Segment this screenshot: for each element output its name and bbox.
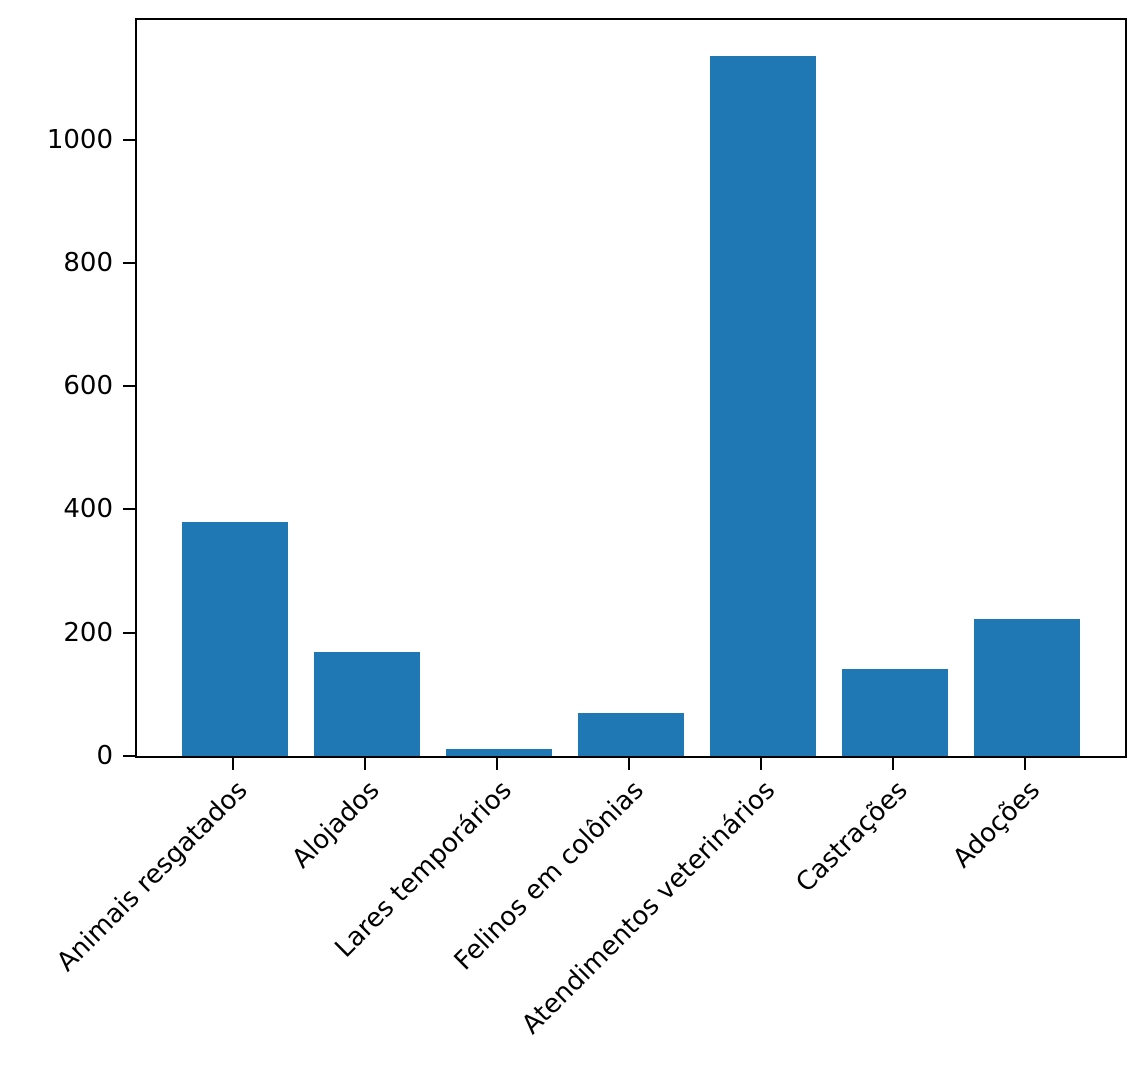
y-tick-mark bbox=[123, 632, 135, 634]
bar bbox=[182, 522, 288, 756]
x-tick-label: Atendimentos veterinários bbox=[516, 775, 782, 1041]
y-tick-label: 1000 bbox=[46, 125, 113, 155]
bar bbox=[314, 652, 420, 756]
y-tick-label: 600 bbox=[63, 371, 113, 401]
y-tick-label: 400 bbox=[63, 494, 113, 524]
y-tick-mark bbox=[123, 385, 135, 387]
x-tick-mark bbox=[364, 758, 366, 770]
x-tick-label: Alojados bbox=[286, 775, 386, 875]
x-tick-mark bbox=[1024, 758, 1026, 770]
bar bbox=[710, 56, 816, 756]
x-tick-mark bbox=[496, 758, 498, 770]
y-tick-mark bbox=[123, 755, 135, 757]
y-tick-label: 200 bbox=[63, 618, 113, 648]
x-tick-label: Adoções bbox=[946, 775, 1046, 874]
x-tick-mark bbox=[628, 758, 630, 770]
y-tick-label: 800 bbox=[63, 248, 113, 278]
y-tick-mark bbox=[123, 508, 135, 510]
x-tick-mark bbox=[232, 758, 234, 770]
y-tick-mark bbox=[123, 262, 135, 264]
plot-area bbox=[135, 18, 1127, 758]
x-tick-mark bbox=[892, 758, 894, 770]
y-tick-label: 0 bbox=[96, 741, 113, 771]
x-tick-label: Animais resgatados bbox=[51, 775, 254, 978]
bar bbox=[578, 713, 684, 756]
x-tick-label: Castrações bbox=[790, 775, 914, 899]
x-tick-mark bbox=[760, 758, 762, 770]
bar bbox=[974, 619, 1080, 756]
y-tick-mark bbox=[123, 139, 135, 141]
bar bbox=[842, 669, 948, 756]
bar bbox=[446, 749, 552, 756]
